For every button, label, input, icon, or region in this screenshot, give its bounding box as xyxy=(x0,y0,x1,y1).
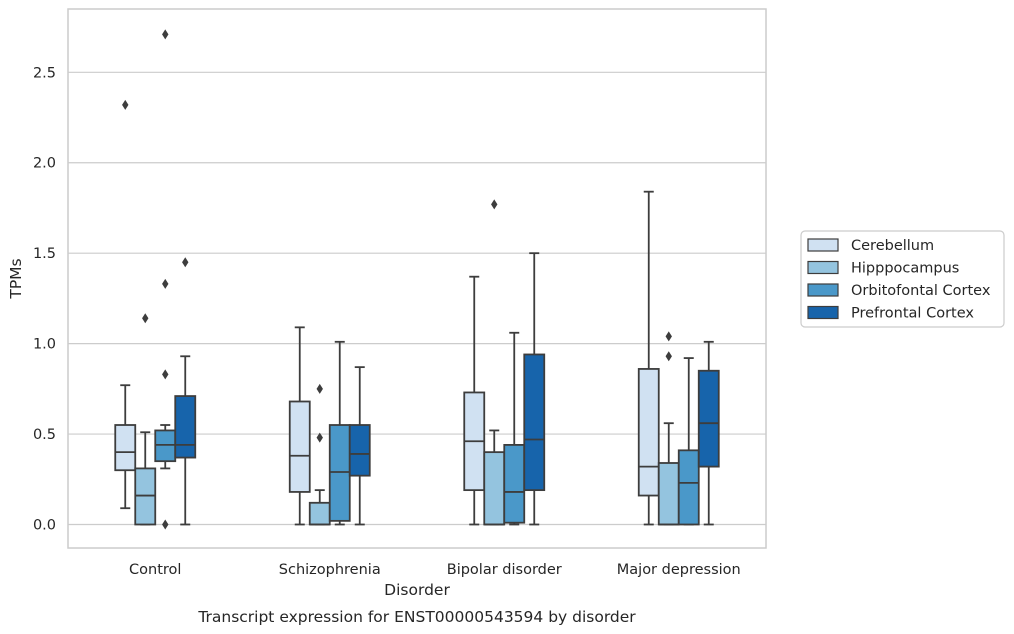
y-tick-label: 0.0 xyxy=(33,517,56,533)
box-body xyxy=(134,467,157,526)
x-tick-label: Major depression xyxy=(617,562,741,578)
legend-label: Hipppocampus xyxy=(851,261,959,277)
x-tick-label: Bipolar disorder xyxy=(447,562,562,578)
box-body xyxy=(697,369,720,468)
outlier-point xyxy=(162,369,169,380)
outlier-point xyxy=(491,199,498,210)
box-body xyxy=(308,501,331,526)
outlier-point xyxy=(316,432,323,443)
box-cerebellum xyxy=(463,275,486,526)
legend-label: Orbitofontal Cortex xyxy=(851,283,991,299)
box-orbitofontal-cortex xyxy=(677,357,700,526)
outlier-point xyxy=(142,313,149,324)
outlier-point xyxy=(316,383,323,394)
box-orbitofontal-cortex xyxy=(503,331,526,526)
box-hipppocampus xyxy=(657,331,680,526)
box-body xyxy=(657,462,680,526)
box-prefrontal-cortex xyxy=(523,252,546,526)
plot-area-frame xyxy=(67,8,767,549)
y-tick-labels: 0.0 0.5 1.0 1.5 2.0 2.5 xyxy=(33,65,56,533)
x-tick-label: Control xyxy=(129,562,181,578)
box-orbitofontal-cortex xyxy=(154,29,177,530)
box-body xyxy=(114,424,137,472)
x-tick-labels: Control Schizophrenia Bipolar disorder Majo… xyxy=(129,562,741,578)
legend-label: Prefrontal Cortex xyxy=(851,306,974,322)
y-tick-label: 0.5 xyxy=(33,427,56,443)
outlier-point xyxy=(665,351,672,362)
y-axis-label: TPMs xyxy=(7,258,25,299)
box-hipppocampus xyxy=(308,383,331,526)
legend-swatch xyxy=(807,260,839,275)
outlier-point xyxy=(162,278,169,289)
outlier-point xyxy=(665,331,672,342)
outlier-point xyxy=(122,99,129,110)
box-prefrontal-cortex xyxy=(174,257,197,526)
legend-swatch xyxy=(807,305,839,320)
box-prefrontal-cortex xyxy=(697,340,720,526)
box-cerebellum xyxy=(114,99,137,510)
figure-caption: Transcript expression for ENST0000054359… xyxy=(197,608,636,626)
box-body xyxy=(154,429,177,463)
box-prefrontal-cortex xyxy=(348,366,371,526)
box-body xyxy=(174,395,197,459)
box-body xyxy=(483,451,506,526)
box-body xyxy=(637,368,660,497)
y-tick-label: 1.5 xyxy=(33,246,56,262)
outlier-point xyxy=(162,29,169,40)
y-tick-label: 2.5 xyxy=(33,65,56,81)
box-cerebellum xyxy=(288,326,311,526)
box-body xyxy=(348,424,371,477)
legend-label: Cerebellum xyxy=(851,238,934,254)
legend-swatch xyxy=(807,283,839,297)
box-body xyxy=(503,444,526,524)
box-body xyxy=(328,424,351,522)
box-cerebellum xyxy=(637,190,660,526)
legend-swatch xyxy=(807,238,839,252)
box-body xyxy=(677,449,700,526)
box-orbitofontal-cortex xyxy=(328,340,351,526)
x-axis-label: Disorder xyxy=(384,581,450,599)
box-hipppocampus xyxy=(483,199,506,526)
box-plot-marks xyxy=(114,29,720,530)
y-tick-label: 2.0 xyxy=(33,156,56,172)
outlier-point xyxy=(182,257,189,268)
box-body xyxy=(523,353,546,492)
legend-frame xyxy=(800,230,1005,328)
y-tick-label: 1.0 xyxy=(33,337,56,353)
x-tick-label: Schizophrenia xyxy=(279,562,381,578)
legend: Cerebellum Hipppocampus Orbitofontal Corte… xyxy=(800,230,1005,328)
box-hipppocampus xyxy=(134,313,157,526)
box-body xyxy=(288,400,311,493)
outlier-point xyxy=(162,519,169,530)
